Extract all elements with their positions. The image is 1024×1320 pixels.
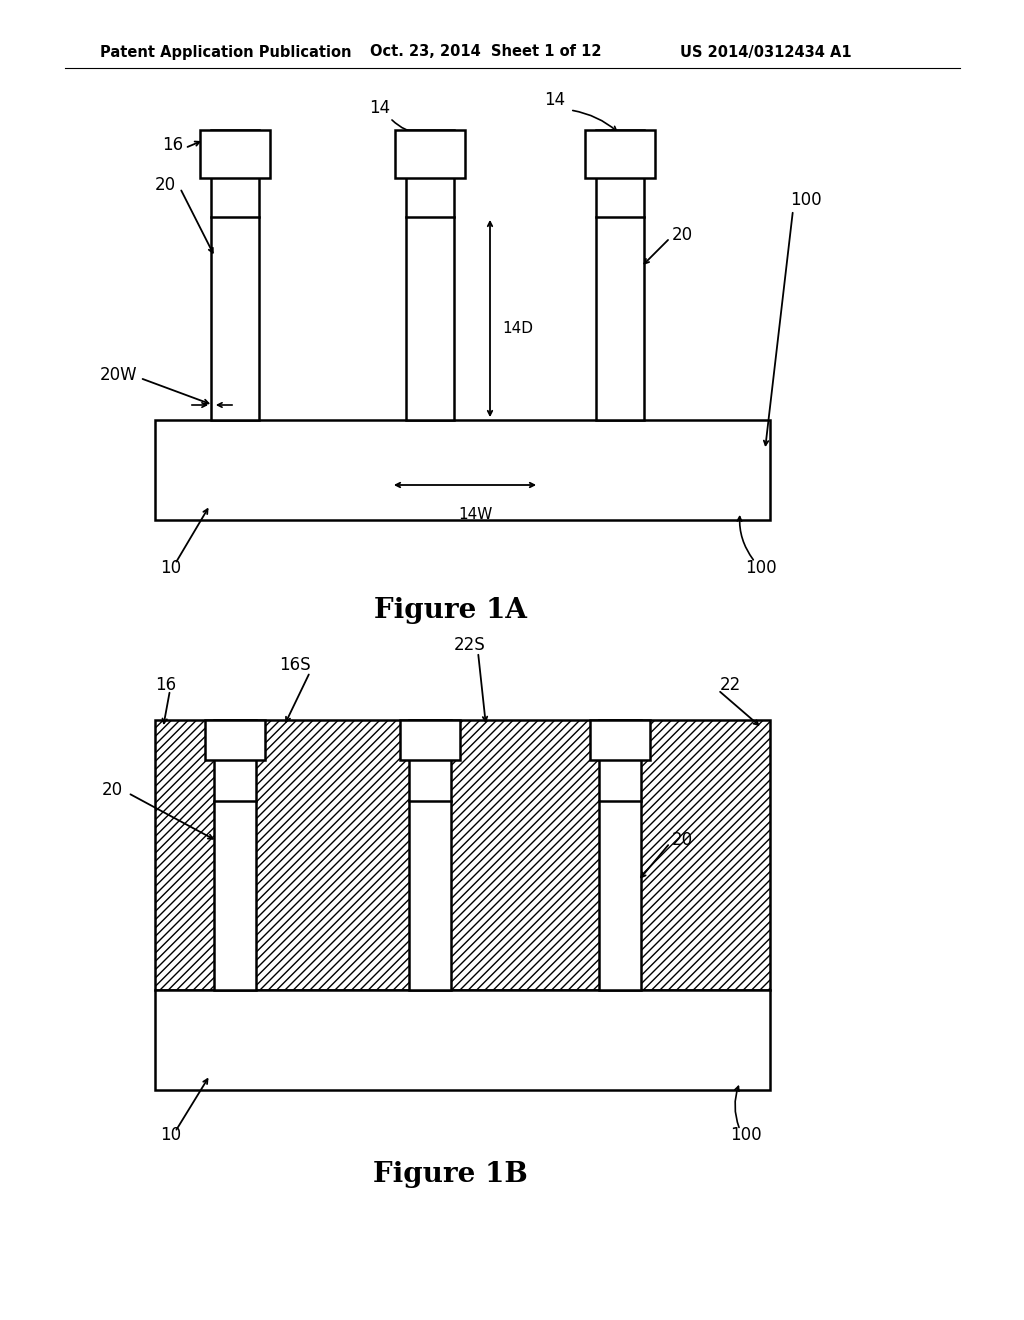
Text: 20: 20 (102, 781, 123, 799)
Text: 100: 100 (730, 1126, 762, 1144)
Text: 10: 10 (160, 1126, 181, 1144)
Text: 16: 16 (155, 676, 176, 694)
Text: 22: 22 (720, 676, 741, 694)
Text: 20: 20 (672, 226, 693, 244)
Text: 16: 16 (162, 136, 183, 154)
Bar (155, 719, 770, 990)
Text: US 2014/0312434 A1: US 2014/0312434 A1 (680, 45, 852, 59)
Bar (400, 719, 460, 760)
Bar (155, 420, 770, 520)
Text: 14: 14 (370, 99, 390, 117)
Bar (596, 129, 644, 420)
Bar (599, 719, 641, 990)
Bar (406, 129, 454, 420)
Text: 100: 100 (745, 558, 776, 577)
Text: 14W: 14W (458, 507, 493, 521)
Text: 22S: 22S (454, 636, 485, 653)
Bar (409, 719, 451, 990)
Bar (211, 129, 259, 420)
Text: Figure 1B: Figure 1B (373, 1162, 527, 1188)
Bar (205, 719, 265, 760)
Text: 16S: 16S (280, 656, 311, 675)
Text: 14D: 14D (502, 321, 534, 337)
Bar (585, 129, 655, 178)
Bar (155, 990, 770, 1090)
Bar (214, 719, 256, 990)
Text: 20: 20 (155, 176, 176, 194)
Text: 20: 20 (672, 832, 693, 849)
Text: 100: 100 (790, 191, 821, 209)
Bar (590, 719, 650, 760)
Text: 14: 14 (545, 91, 565, 110)
Text: 10: 10 (160, 558, 181, 577)
Text: 20W: 20W (100, 366, 137, 384)
Bar (200, 129, 270, 178)
Text: Oct. 23, 2014  Sheet 1 of 12: Oct. 23, 2014 Sheet 1 of 12 (370, 45, 601, 59)
Bar (395, 129, 465, 178)
Text: Patent Application Publication: Patent Application Publication (100, 45, 351, 59)
Text: Figure 1A: Figure 1A (374, 597, 526, 623)
